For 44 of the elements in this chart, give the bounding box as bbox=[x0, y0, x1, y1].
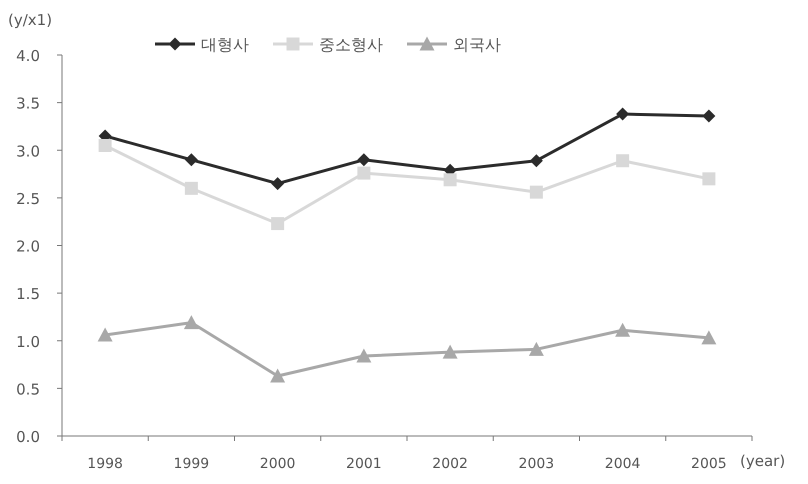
x-tick-label: 2001 bbox=[346, 456, 382, 472]
y-tick-label: 1.0 bbox=[16, 332, 40, 351]
point bbox=[184, 182, 198, 195]
point bbox=[270, 368, 286, 382]
y-axis-title: (y/x1) bbox=[8, 11, 52, 29]
x-axis-title: (year) bbox=[740, 452, 786, 470]
legend-label: 외국사 bbox=[453, 35, 501, 54]
legend-label: 대형사 bbox=[201, 35, 249, 54]
point bbox=[271, 217, 284, 230]
legend-label: 중소형사 bbox=[319, 35, 383, 54]
x-tick-label: 2005 bbox=[691, 456, 727, 472]
point bbox=[444, 173, 457, 186]
point bbox=[98, 328, 113, 342]
point bbox=[356, 348, 372, 362]
x-tick-label: 2004 bbox=[604, 456, 641, 472]
point bbox=[271, 177, 284, 190]
point bbox=[528, 342, 544, 356]
point bbox=[530, 154, 543, 168]
point bbox=[98, 138, 112, 152]
x-tick-label: 2000 bbox=[260, 456, 296, 472]
y-tick-label: 2.5 bbox=[16, 190, 40, 208]
point bbox=[184, 153, 198, 166]
point bbox=[615, 322, 630, 337]
y-tick-label: 4.0 bbox=[16, 47, 40, 65]
point bbox=[701, 330, 716, 344]
y-tick-label: 1.5 bbox=[16, 285, 40, 304]
x-tick-label: 2003 bbox=[518, 456, 554, 472]
x-tick-label: 2002 bbox=[432, 456, 468, 472]
point bbox=[357, 166, 370, 180]
point bbox=[616, 154, 630, 168]
y-tick-label: 2.0 bbox=[16, 238, 40, 256]
point bbox=[616, 108, 630, 121]
y-tick-label: 3.5 bbox=[16, 94, 40, 113]
x-tick-label: 1999 bbox=[174, 456, 210, 472]
x-tick-label: 1998 bbox=[87, 456, 123, 472]
y-tick-label: 3.0 bbox=[16, 142, 40, 160]
point bbox=[357, 153, 370, 166]
y-tick-label: 0.0 bbox=[16, 428, 40, 446]
point bbox=[184, 315, 199, 330]
y-tick-label: 0.5 bbox=[16, 380, 40, 398]
point bbox=[442, 344, 458, 359]
point bbox=[530, 186, 543, 199]
point bbox=[702, 172, 716, 186]
point bbox=[702, 109, 716, 122]
